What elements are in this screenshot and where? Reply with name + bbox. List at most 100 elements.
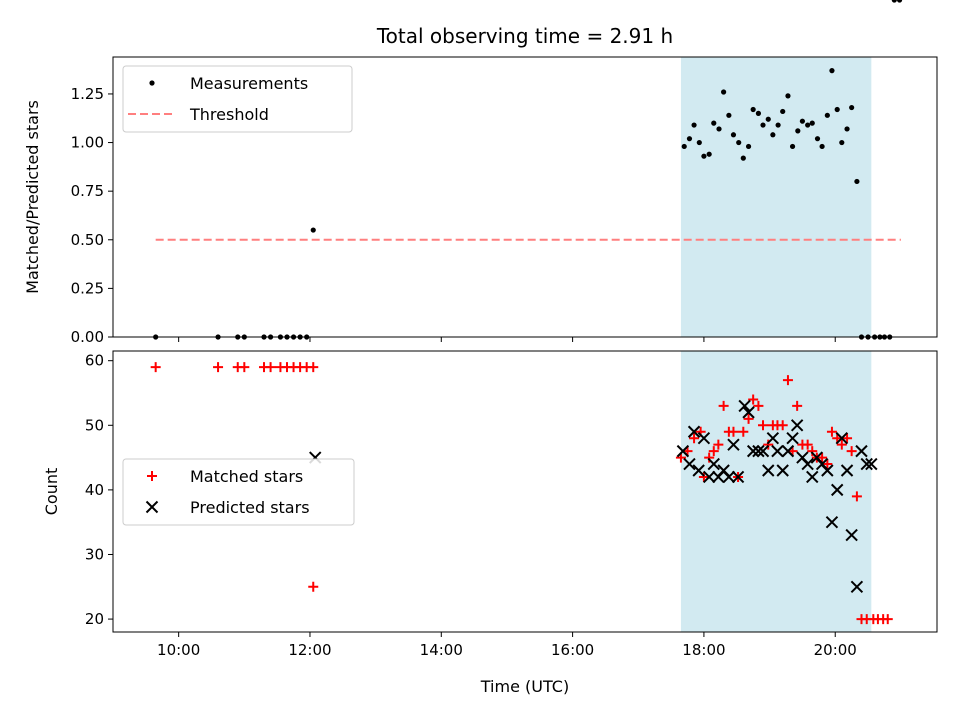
measurement-point (814, 136, 821, 142)
predicted-stars-point (786, 431, 799, 445)
predicted-stars-point (722, 470, 736, 484)
axes-frame (112, 350, 938, 633)
y-tick-label: 0.00 (71, 328, 104, 346)
legend: Matched stars Predicted stars (122, 458, 355, 526)
y-tick-label: 1.00 (71, 134, 104, 152)
measurement-point (795, 128, 801, 134)
matched-stars-point (758, 420, 769, 431)
x-tick-label: 12:00 (288, 641, 331, 659)
predicted-stars-point (683, 457, 696, 471)
matched-stars-point (792, 400, 803, 411)
measurement-point (716, 126, 722, 132)
measurement-point (726, 112, 732, 118)
matched-stars-point (698, 471, 709, 482)
x-axis-title: Time (UTC) (480, 677, 569, 696)
bottom-panel-count: 10:00 12:00 14:00 16:00 18:00 20:00 20 30 40 50 60… (42, 350, 938, 659)
predicted-stars-point (731, 470, 745, 484)
predicted-stars-point (697, 431, 711, 445)
predicted-stars-point (821, 464, 834, 477)
measurement-point (681, 143, 687, 150)
predicted-stars-point (771, 444, 784, 458)
matched-stars-point (308, 362, 319, 373)
y-tick-label: 0.75 (71, 182, 104, 200)
matched-stars-point (817, 452, 828, 463)
predicted-stars-point (790, 419, 804, 432)
x-tick-label: 14:00 (420, 641, 463, 659)
measurement-point (686, 136, 693, 142)
observing-window-span (680, 57, 872, 337)
measurement-point (730, 132, 737, 138)
legend-label: Measurements (190, 74, 308, 93)
matched-stars-point (704, 452, 715, 463)
measurement-point (740, 155, 746, 161)
legend-label: Threshold (189, 105, 269, 124)
measurement-point (839, 139, 845, 146)
y-tick-label: 1.25 (71, 85, 104, 103)
y-tick-label: 40 (85, 481, 104, 499)
predicted-stars-point (687, 425, 701, 438)
predicted-stars-point (830, 483, 844, 497)
matched-stars-point (738, 426, 749, 437)
measurement-point (844, 126, 850, 132)
predicted-stars-point (727, 438, 740, 451)
measurement-point (736, 139, 742, 146)
matched-stars-point (265, 362, 276, 373)
measurement-point (721, 89, 727, 95)
predicted-stars-point (692, 464, 705, 477)
matched-stars-point (689, 433, 700, 444)
measurement-point (310, 227, 316, 233)
measurement-point (785, 93, 791, 99)
y-axis-title: Matched/Predicted stars (23, 100, 42, 294)
matched-stars-point (826, 426, 837, 437)
measurement-point (745, 143, 752, 150)
predicted-stars-point (845, 528, 858, 542)
x-tick-label: 18:00 (682, 641, 725, 659)
matched-stars-point (836, 439, 847, 450)
measurement-point (805, 122, 811, 128)
top-panel-ratio: 0.00 0.25 0.50 0.75 1.00 1.25 Matched/Predicte… (23, 0, 938, 346)
predicted-stars-point (746, 444, 760, 458)
legend-marker (145, 500, 159, 514)
measurement-point (789, 143, 796, 150)
y-tick-label: 60 (85, 352, 104, 370)
measurement-point (775, 122, 781, 128)
matched-stars-point (802, 439, 813, 450)
predicted-stars-point (702, 470, 716, 484)
matched-stars-point (777, 420, 788, 431)
measurement-point (711, 120, 717, 126)
predicted-stars-point (835, 431, 849, 445)
predicted-stars-point (738, 399, 751, 413)
predicted-stars-point (855, 444, 868, 458)
predicted-stars-point (762, 464, 775, 477)
predicted-stars-point (707, 457, 720, 471)
measurement-point (706, 151, 712, 157)
measurement-point (780, 108, 786, 115)
predicted-stars-point (756, 444, 770, 458)
measurement-point (691, 122, 697, 128)
measurement-point (755, 110, 762, 116)
measurement-point (809, 120, 815, 126)
measurement-point (824, 112, 830, 118)
matched-stars-point (308, 581, 319, 592)
matched-stars-point (718, 400, 729, 411)
matched-stars-point (713, 439, 724, 450)
y-tick-label: 50 (85, 416, 104, 434)
matched-stars-point (150, 362, 161, 373)
measurement-point (854, 178, 860, 185)
observing-window-span (680, 351, 872, 632)
legend-marker (149, 80, 155, 86)
legend-box (122, 65, 353, 133)
y-tick-label: 0.50 (71, 231, 104, 249)
matched-stars-point (748, 394, 759, 405)
legend-box (122, 458, 355, 526)
predicted-stars-point (860, 457, 873, 471)
x-tick-label: 10:00 (157, 641, 200, 659)
matched-stars-point (239, 362, 250, 373)
y-tick-label: 0.25 (71, 279, 104, 297)
measurement-point (834, 106, 840, 113)
matched-stars-point (851, 491, 862, 502)
matched-stars-point (807, 446, 818, 457)
measurement-point (696, 139, 702, 146)
matched-stars-point (882, 614, 893, 625)
